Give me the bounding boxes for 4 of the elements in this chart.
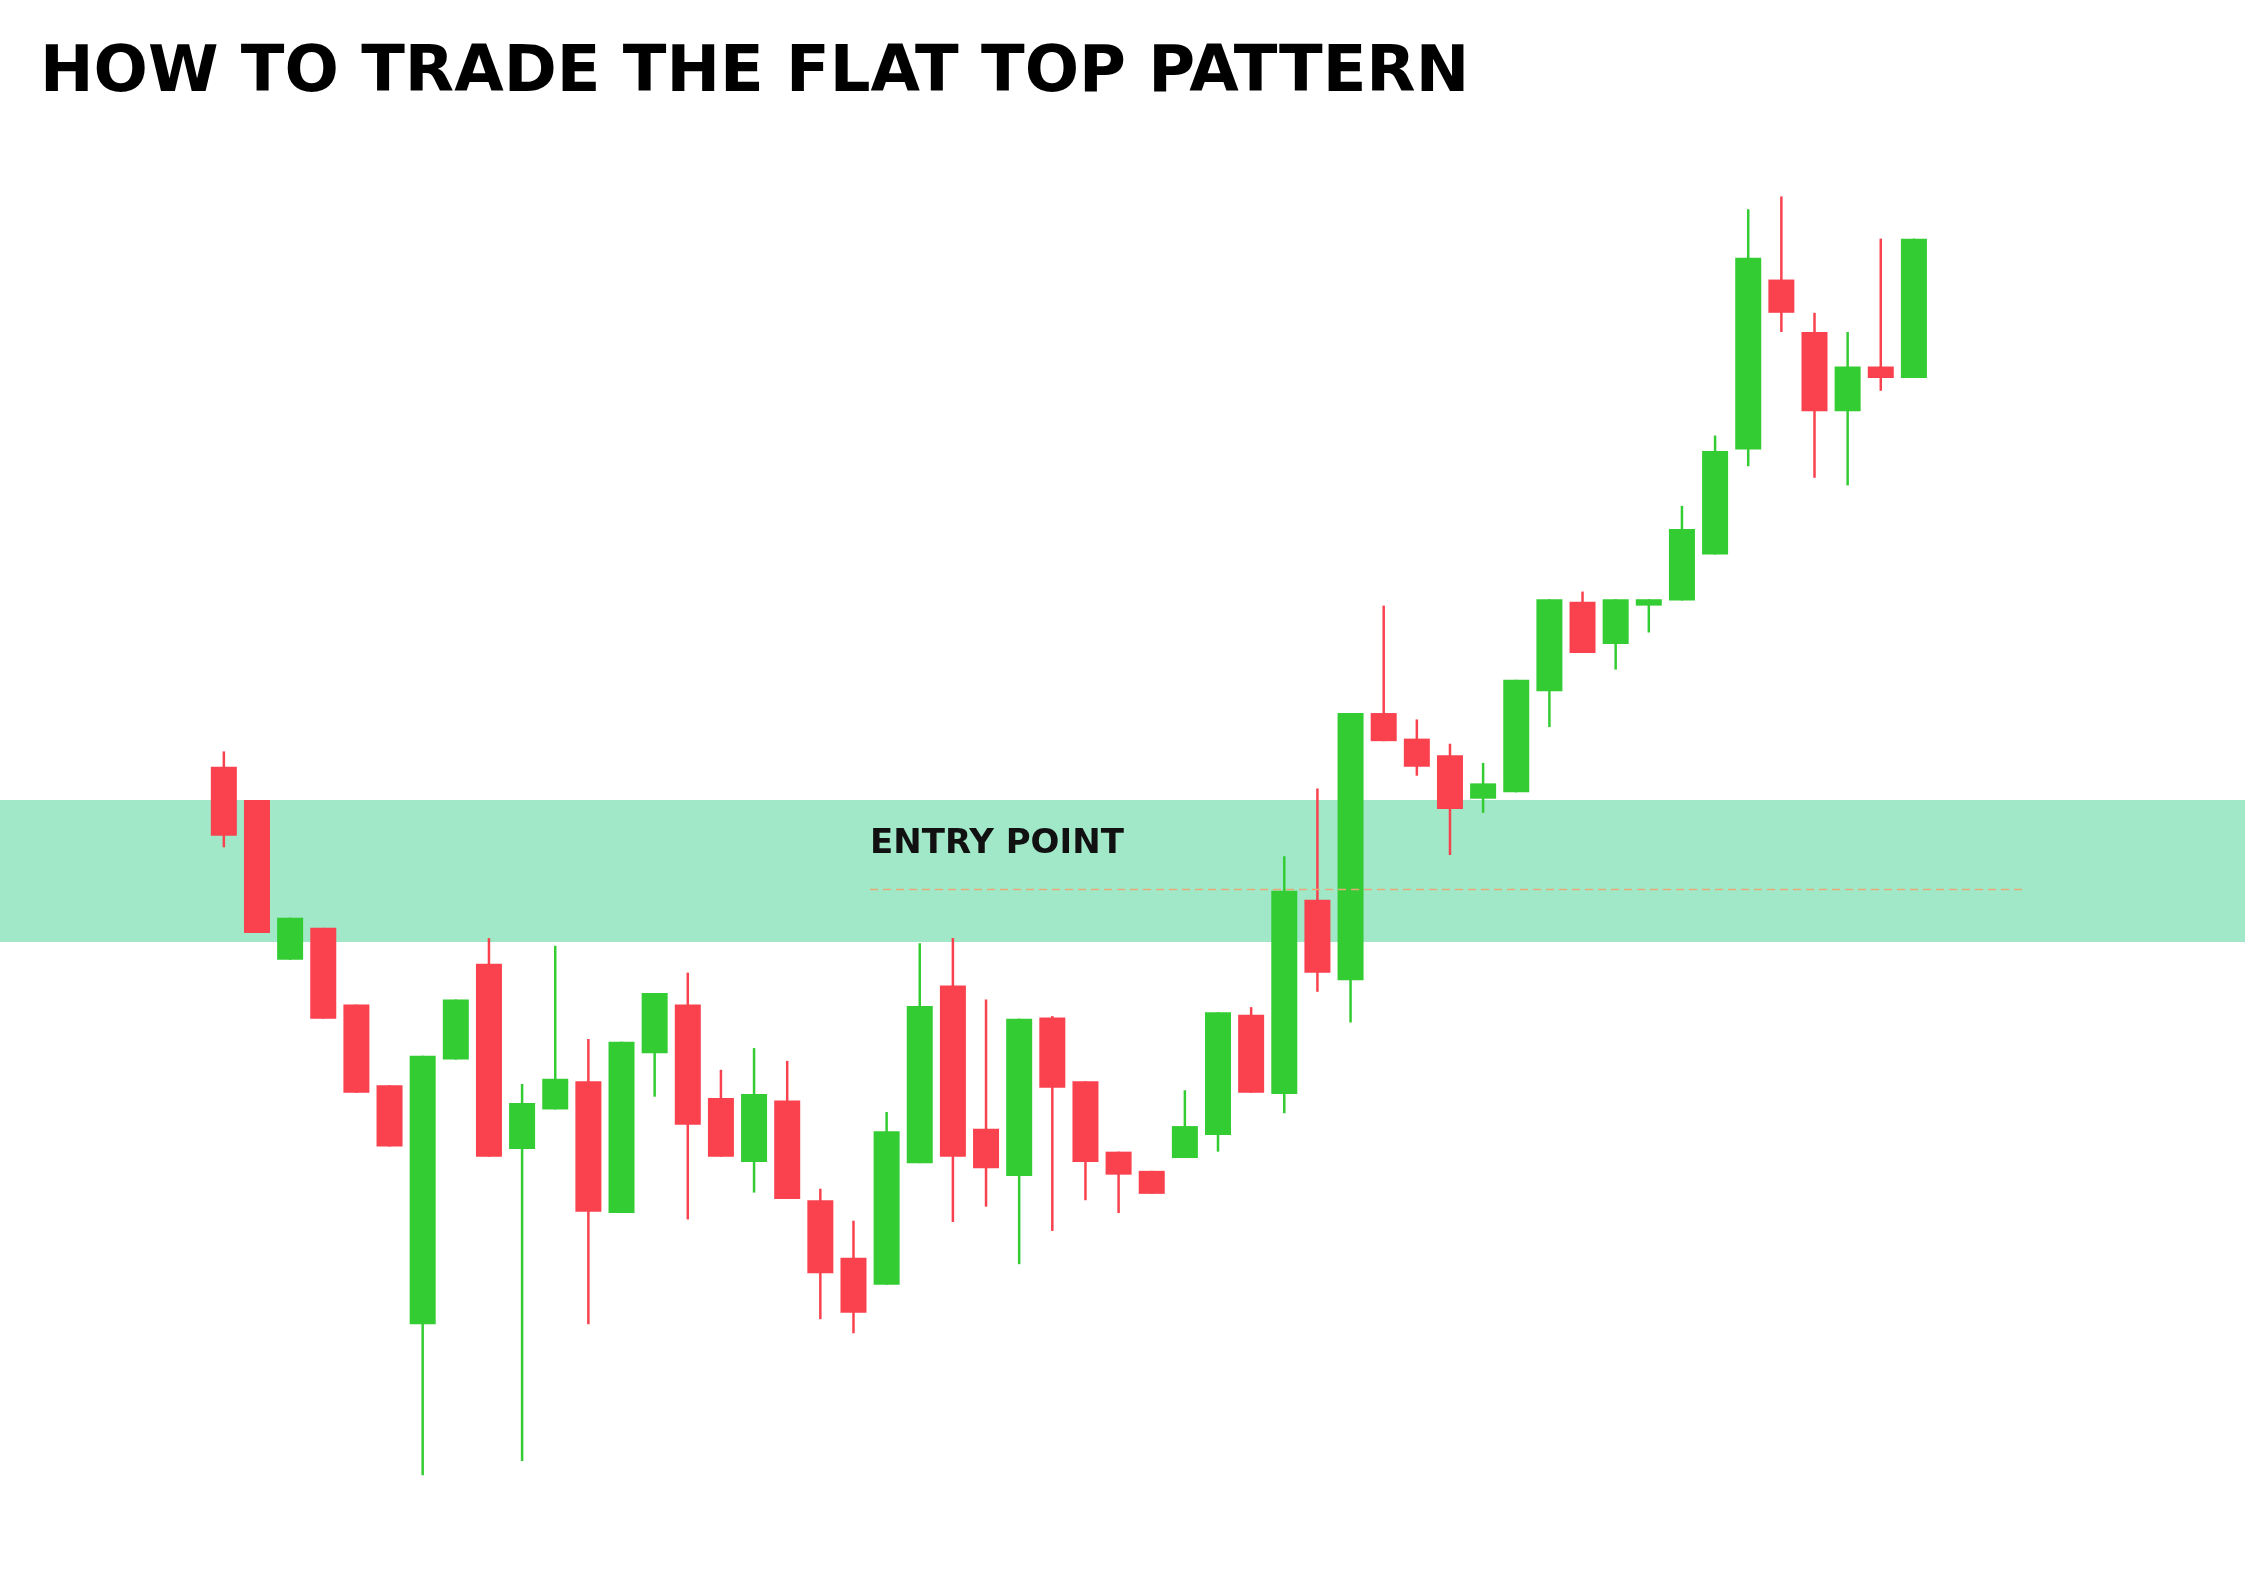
ref-line-label: ENTRY POINT xyxy=(870,820,1125,861)
chart-title: HOW TO TRADE THE FLAT TOP PATTERN xyxy=(40,32,1470,106)
candlestick xyxy=(509,1082,536,1463)
candlestick xyxy=(1867,237,1894,393)
